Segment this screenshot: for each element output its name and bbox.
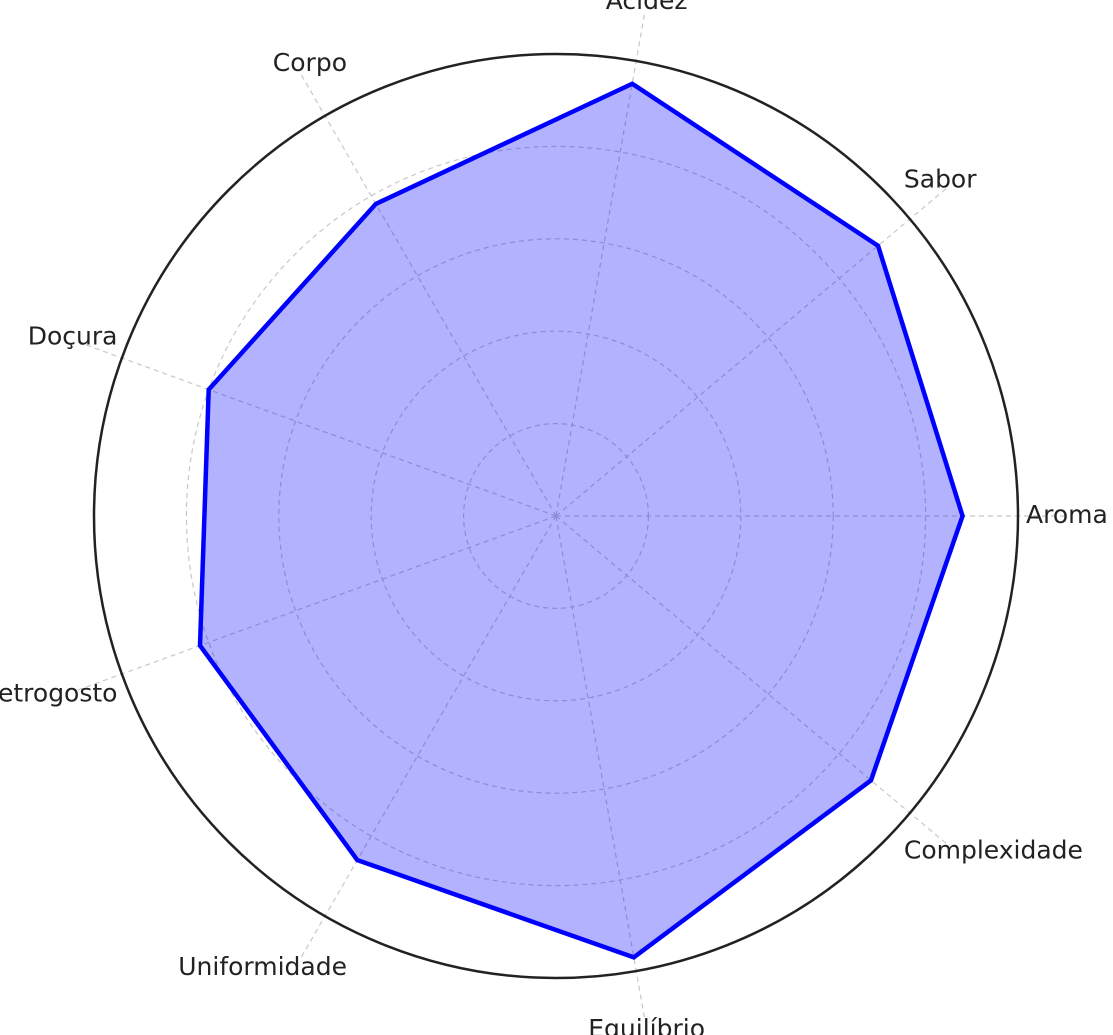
category-label-sabor: Sabor <box>904 164 977 193</box>
category-label-complexidade: Complexidade <box>904 836 1083 865</box>
category-label-uniformidade: Uniformidade <box>178 952 347 981</box>
category-label-corpo: Corpo <box>273 48 347 77</box>
category-label-aroma: Aroma <box>1026 500 1108 529</box>
category-label-retrogosto: Retrogosto <box>0 679 117 708</box>
category-label-equilíbrio: Equilíbrio <box>588 1014 705 1035</box>
category-label-acidez: Acidez <box>606 0 688 15</box>
data-series <box>200 84 963 958</box>
category-label-doçura: Doçura <box>28 321 118 350</box>
series-area <box>200 84 963 958</box>
